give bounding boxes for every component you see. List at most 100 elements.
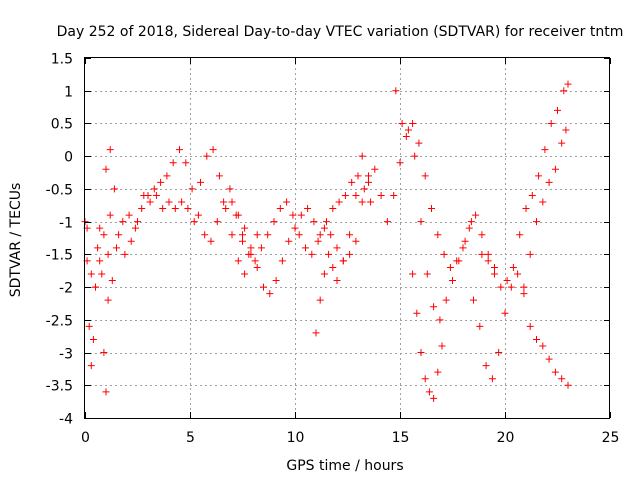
y-tick-label: 1 [64, 85, 73, 101]
data-point [100, 349, 108, 357]
data-point [428, 205, 435, 213]
x-tick-label: 10 [287, 430, 305, 446]
data-point [314, 237, 322, 245]
data-point [257, 244, 265, 252]
data-point [465, 224, 473, 232]
data-point [96, 224, 104, 232]
y-tick-label: -2.5 [46, 314, 73, 330]
data-point [367, 198, 375, 206]
data-point [327, 231, 335, 239]
axis-layer: 0 5 10 15 20 25 -4 -3.5 -3 -2.5 -2 -1.5 -1 -0.5 0 0.5 1 1… [46, 52, 620, 447]
data-point [402, 133, 410, 141]
data-point [241, 224, 249, 232]
data-point [329, 263, 337, 271]
data-point [371, 165, 379, 173]
data-point [446, 263, 454, 271]
data-point [104, 296, 112, 304]
data-point [352, 237, 360, 245]
data-point [308, 250, 316, 258]
x-tick-label: 15 [392, 430, 410, 446]
y-tick-label: 1.5 [51, 52, 73, 68]
series-arc-k [478, 80, 572, 291]
data-point [547, 119, 555, 127]
data-point [354, 172, 362, 180]
data-point [459, 244, 467, 252]
data-point [213, 218, 221, 226]
data-point [421, 375, 429, 383]
data-point [312, 329, 320, 337]
data-point [503, 277, 511, 285]
data-point [98, 270, 106, 278]
data-point [169, 159, 177, 167]
data-point [533, 218, 540, 226]
data-point [497, 283, 505, 291]
data-point [472, 211, 480, 219]
data-point [491, 270, 498, 278]
series-arc-h [392, 87, 475, 324]
data-point [228, 198, 236, 206]
data-point [171, 205, 179, 213]
data-point [507, 283, 515, 291]
data-point [520, 283, 528, 291]
data-point [365, 178, 372, 186]
data-point [346, 231, 354, 239]
data-point [341, 191, 349, 199]
data-point [108, 277, 116, 285]
data-point [377, 191, 385, 199]
data-point [140, 191, 148, 199]
data-point [304, 205, 312, 213]
data-point [241, 270, 249, 278]
grid-layer [85, 58, 610, 418]
data-point [163, 172, 171, 180]
data-point [92, 283, 99, 291]
plot-frame [84, 57, 610, 419]
series-arc-d [228, 172, 375, 298]
data-point [491, 263, 498, 271]
data-point [442, 296, 450, 304]
data-point [335, 198, 343, 206]
data-point [178, 198, 186, 206]
data-point [134, 218, 141, 226]
data-point [348, 178, 356, 186]
data-point [125, 211, 133, 219]
series-arc-f [312, 152, 372, 337]
data-point [434, 368, 442, 376]
data-point [278, 257, 286, 265]
data-point [398, 119, 406, 127]
data-point [283, 198, 291, 206]
data-point [220, 198, 228, 206]
data-point [551, 165, 559, 173]
series-arc-g [358, 119, 498, 271]
data-point [131, 224, 139, 232]
data-point [476, 322, 484, 330]
data-point [102, 165, 110, 173]
data-point [150, 185, 158, 193]
data-point [484, 257, 492, 265]
data-point [253, 263, 261, 271]
y-tick-label: -4 [59, 412, 73, 428]
data-point [520, 290, 528, 298]
data-point [203, 152, 211, 160]
data-point [438, 342, 446, 350]
data-point [102, 388, 110, 396]
data-point [222, 205, 230, 213]
data-point [188, 185, 196, 193]
series-arc-l [520, 126, 570, 291]
data-point [100, 231, 108, 239]
data-point [234, 257, 242, 265]
data-point [329, 205, 337, 213]
data-point [392, 87, 400, 95]
data-point [482, 362, 490, 370]
data-point [310, 218, 318, 226]
y-tick-label: -3.5 [46, 379, 73, 395]
data-point [260, 283, 267, 291]
data-point [404, 126, 412, 134]
series-arc-a [81, 211, 114, 396]
data-point [209, 146, 217, 154]
data-point [251, 257, 259, 265]
data-point [110, 185, 118, 193]
series-arc-j [470, 270, 572, 389]
data-point [396, 159, 404, 167]
data-point [302, 244, 309, 252]
